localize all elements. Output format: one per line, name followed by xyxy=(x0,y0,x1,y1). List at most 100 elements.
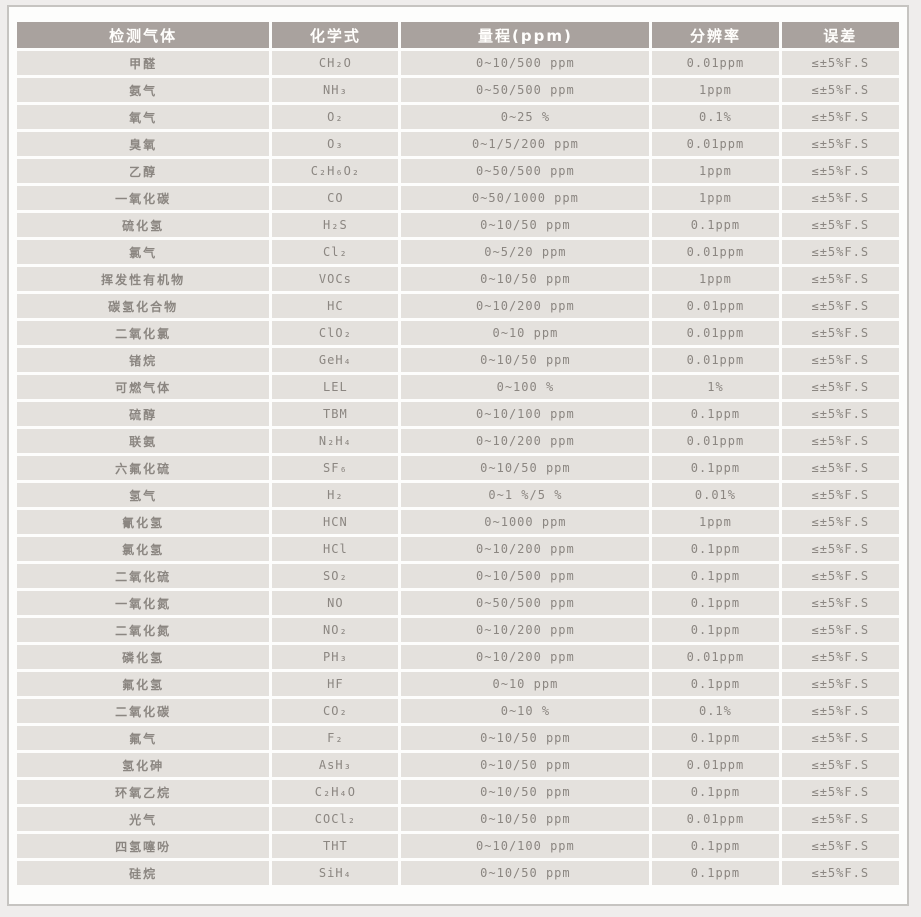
table-row: 挥发性有机物 VOCs 0~10/50 ppm 1ppm ≤±5%F.S xyxy=(17,267,899,291)
resolution-cell: 0.1ppm xyxy=(652,456,779,480)
gas-name-cell: 氯化氢 xyxy=(17,537,270,561)
table-frame: 检测气体 化学式 量程(ppm) 分辨率 误差 甲醛 CH₂O 0~10/500 p… xyxy=(7,5,909,906)
formula-cell: CO₂ xyxy=(272,699,399,723)
table-row: 甲醛 CH₂O 0~10/500 ppm 0.01ppm ≤±5%F.S xyxy=(17,51,899,75)
gas-name-cell: 挥发性有机物 xyxy=(17,267,270,291)
resolution-cell: 1ppm xyxy=(652,267,779,291)
resolution-cell: 0.01ppm xyxy=(652,429,779,453)
error-cell: ≤±5%F.S xyxy=(781,267,899,291)
formula-cell: AsH₃ xyxy=(272,753,399,777)
table-row: 氢气 H₂ 0~1 %/5 % 0.01% ≤±5%F.S xyxy=(17,483,899,507)
formula-cell: C₂H₆O₂ xyxy=(272,159,399,183)
range-cell: 0~10 % xyxy=(401,699,650,723)
formula-cell: THT xyxy=(272,834,399,858)
formula-cell: CH₂O xyxy=(272,51,399,75)
col-header-resolution: 分辨率 xyxy=(652,22,779,48)
error-cell: ≤±5%F.S xyxy=(781,78,899,102)
error-cell: ≤±5%F.S xyxy=(781,240,899,264)
range-cell: 0~10/50 ppm xyxy=(401,780,650,804)
resolution-cell: 0.1ppm xyxy=(652,564,779,588)
table-row: 一氧化碳 CO 0~50/1000 ppm 1ppm ≤±5%F.S xyxy=(17,186,899,210)
resolution-cell: 0.1ppm xyxy=(652,726,779,750)
resolution-cell: 0.01% xyxy=(652,483,779,507)
formula-cell: NO₂ xyxy=(272,618,399,642)
error-cell: ≤±5%F.S xyxy=(781,807,899,831)
range-cell: 0~10 ppm xyxy=(401,672,650,696)
table-row: 二氧化硫 SO₂ 0~10/500 ppm 0.1ppm ≤±5%F.S xyxy=(17,564,899,588)
range-cell: 0~25 % xyxy=(401,105,650,129)
formula-cell: HCN xyxy=(272,510,399,534)
gas-name-cell: 可燃气体 xyxy=(17,375,270,399)
formula-cell: PH₃ xyxy=(272,645,399,669)
gas-name-cell: 一氧化氮 xyxy=(17,591,270,615)
resolution-cell: 0.01ppm xyxy=(652,240,779,264)
error-cell: ≤±5%F.S xyxy=(781,861,899,885)
table-row: 二氧化氮 NO₂ 0~10/200 ppm 0.1ppm ≤±5%F.S xyxy=(17,618,899,642)
resolution-cell: 0.01ppm xyxy=(652,753,779,777)
gas-name-cell: 氢气 xyxy=(17,483,270,507)
table-header: 检测气体 化学式 量程(ppm) 分辨率 误差 xyxy=(17,22,899,48)
formula-cell: O₃ xyxy=(272,132,399,156)
table-row: 氢化砷 AsH₃ 0~10/50 ppm 0.01ppm ≤±5%F.S xyxy=(17,753,899,777)
error-cell: ≤±5%F.S xyxy=(781,348,899,372)
formula-cell: HCl xyxy=(272,537,399,561)
gas-name-cell: 磷化氢 xyxy=(17,645,270,669)
gas-name-cell: 碳氢化合物 xyxy=(17,294,270,318)
resolution-cell: 0.1% xyxy=(652,699,779,723)
table-row: 氧气 O₂ 0~25 % 0.1% ≤±5%F.S xyxy=(17,105,899,129)
gas-name-cell: 光气 xyxy=(17,807,270,831)
range-cell: 0~10/200 ppm xyxy=(401,645,650,669)
col-header-range: 量程(ppm) xyxy=(401,22,650,48)
error-cell: ≤±5%F.S xyxy=(781,456,899,480)
resolution-cell: 1ppm xyxy=(652,510,779,534)
formula-cell: NH₃ xyxy=(272,78,399,102)
formula-cell: TBM xyxy=(272,402,399,426)
resolution-cell: 0.01ppm xyxy=(652,321,779,345)
gas-name-cell: 臭氧 xyxy=(17,132,270,156)
gas-name-cell: 二氧化碳 xyxy=(17,699,270,723)
resolution-cell: 1% xyxy=(652,375,779,399)
resolution-cell: 0.1ppm xyxy=(652,861,779,885)
range-cell: 0~50/500 ppm xyxy=(401,159,650,183)
error-cell: ≤±5%F.S xyxy=(781,186,899,210)
error-cell: ≤±5%F.S xyxy=(781,159,899,183)
error-cell: ≤±5%F.S xyxy=(781,402,899,426)
error-cell: ≤±5%F.S xyxy=(781,537,899,561)
resolution-cell: 1ppm xyxy=(652,159,779,183)
resolution-cell: 0.1ppm xyxy=(652,672,779,696)
formula-cell: GeH₄ xyxy=(272,348,399,372)
table-row: 碳氢化合物 HC 0~10/200 ppm 0.01ppm ≤±5%F.S xyxy=(17,294,899,318)
range-cell: 0~10/50 ppm xyxy=(401,861,650,885)
table-row: 磷化氢 PH₃ 0~10/200 ppm 0.01ppm ≤±5%F.S xyxy=(17,645,899,669)
error-cell: ≤±5%F.S xyxy=(781,321,899,345)
formula-cell: NO xyxy=(272,591,399,615)
gas-name-cell: 硫醇 xyxy=(17,402,270,426)
resolution-cell: 0.01ppm xyxy=(652,132,779,156)
formula-cell: COCl₂ xyxy=(272,807,399,831)
error-cell: ≤±5%F.S xyxy=(781,591,899,615)
formula-cell: N₂H₄ xyxy=(272,429,399,453)
resolution-cell: 0.01ppm xyxy=(652,51,779,75)
error-cell: ≤±5%F.S xyxy=(781,51,899,75)
header-row: 检测气体 化学式 量程(ppm) 分辨率 误差 xyxy=(17,22,899,48)
col-header-formula: 化学式 xyxy=(272,22,399,48)
error-cell: ≤±5%F.S xyxy=(781,618,899,642)
gas-name-cell: 氢化砷 xyxy=(17,753,270,777)
formula-cell: C₂H₄O xyxy=(272,780,399,804)
table-row: 光气 COCl₂ 0~10/50 ppm 0.01ppm ≤±5%F.S xyxy=(17,807,899,831)
error-cell: ≤±5%F.S xyxy=(781,213,899,237)
resolution-cell: 0.01ppm xyxy=(652,807,779,831)
error-cell: ≤±5%F.S xyxy=(781,429,899,453)
error-cell: ≤±5%F.S xyxy=(781,105,899,129)
col-header-error: 误差 xyxy=(781,22,899,48)
range-cell: 0~10/200 ppm xyxy=(401,618,650,642)
table-row: 硅烷 SiH₄ 0~10/50 ppm 0.1ppm ≤±5%F.S xyxy=(17,861,899,885)
formula-cell: HF xyxy=(272,672,399,696)
formula-cell: SiH₄ xyxy=(272,861,399,885)
table-row: 乙醇 C₂H₆O₂ 0~50/500 ppm 1ppm ≤±5%F.S xyxy=(17,159,899,183)
error-cell: ≤±5%F.S xyxy=(781,510,899,534)
formula-cell: CO xyxy=(272,186,399,210)
error-cell: ≤±5%F.S xyxy=(781,753,899,777)
table-row: 臭氧 O₃ 0~1/5/200 ppm 0.01ppm ≤±5%F.S xyxy=(17,132,899,156)
resolution-cell: 0.1ppm xyxy=(652,213,779,237)
